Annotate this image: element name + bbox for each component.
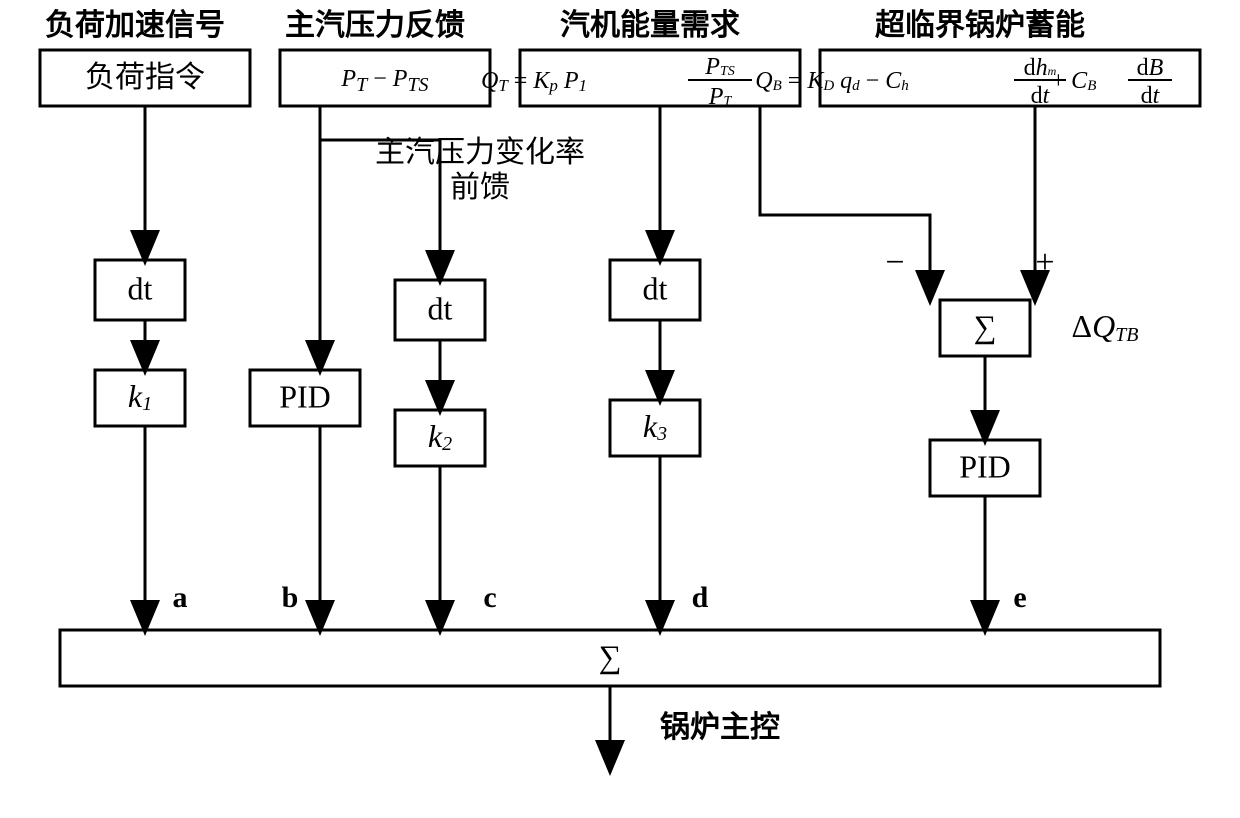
svg-text:PID: PID: [959, 448, 1011, 484]
svg-text:PID: PID: [279, 378, 331, 414]
svg-text:负荷指令: 负荷指令: [85, 61, 205, 94]
block-diagram: 负荷加速信号主汽压力反馈汽机能量需求超临界锅炉蓄能负荷指令PT − PTSQT …: [0, 0, 1240, 818]
svg-text:dt: dt: [643, 270, 668, 306]
header-label: 主汽压力反馈: [285, 9, 465, 42]
svg-text:e: e: [1013, 581, 1026, 614]
header-label: 负荷加速信号: [45, 9, 225, 42]
svg-text:c: c: [483, 581, 496, 614]
svg-text:d: d: [692, 581, 709, 614]
header-label: 汽机能量需求: [560, 9, 740, 42]
svg-text:dt: dt: [128, 270, 153, 306]
svg-text:b: b: [282, 581, 299, 614]
svg-text:锅炉主控: 锅炉主控: [660, 711, 780, 744]
svg-text:dt: dt: [1141, 83, 1161, 109]
header-label: 超临界锅炉蓄能: [875, 8, 1085, 42]
svg-text:dt: dt: [1031, 83, 1051, 109]
svg-text:∑: ∑: [974, 308, 997, 344]
svg-text:a: a: [173, 581, 188, 614]
svg-text:dB: dB: [1137, 55, 1164, 81]
svg-text:∑: ∑: [599, 638, 622, 674]
svg-text:−: −: [885, 244, 904, 281]
svg-text:前馈: 前馈: [450, 171, 510, 204]
svg-text:QT = Kp P1: QT = Kp P1: [481, 68, 587, 96]
svg-text:ΔQTB: ΔQTB: [1071, 308, 1138, 345]
svg-text:+: +: [1035, 244, 1054, 281]
svg-text:dt: dt: [428, 290, 453, 326]
